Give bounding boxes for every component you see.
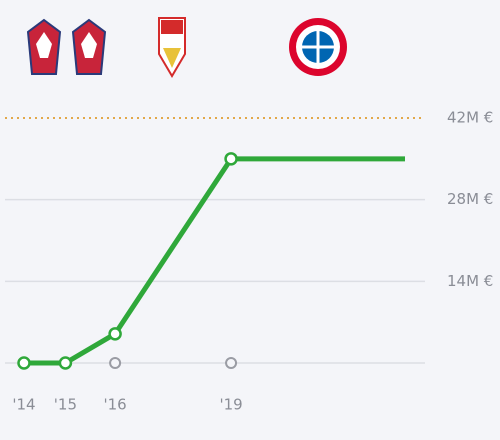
club-logo [289,18,347,76]
value-line [24,156,405,366]
x-tick-label: '16 [103,396,126,414]
value-point [224,152,238,166]
value-point [17,356,31,370]
value-point [108,327,122,341]
y-tick-label: 28M € [447,190,493,208]
club-logo [158,17,186,78]
x-tick-mark [109,357,122,369]
club-logo [26,18,62,75]
x-tick-label: '19 [219,396,242,414]
y-tick-label: 14M € [447,272,493,290]
value-point [58,356,73,370]
x-tick-mark [225,357,238,369]
x-tick-label: '15 [54,396,77,414]
y-tick-label: 42M € [447,109,493,127]
club-logo [71,18,107,75]
x-tick-label: '14 [12,396,35,414]
